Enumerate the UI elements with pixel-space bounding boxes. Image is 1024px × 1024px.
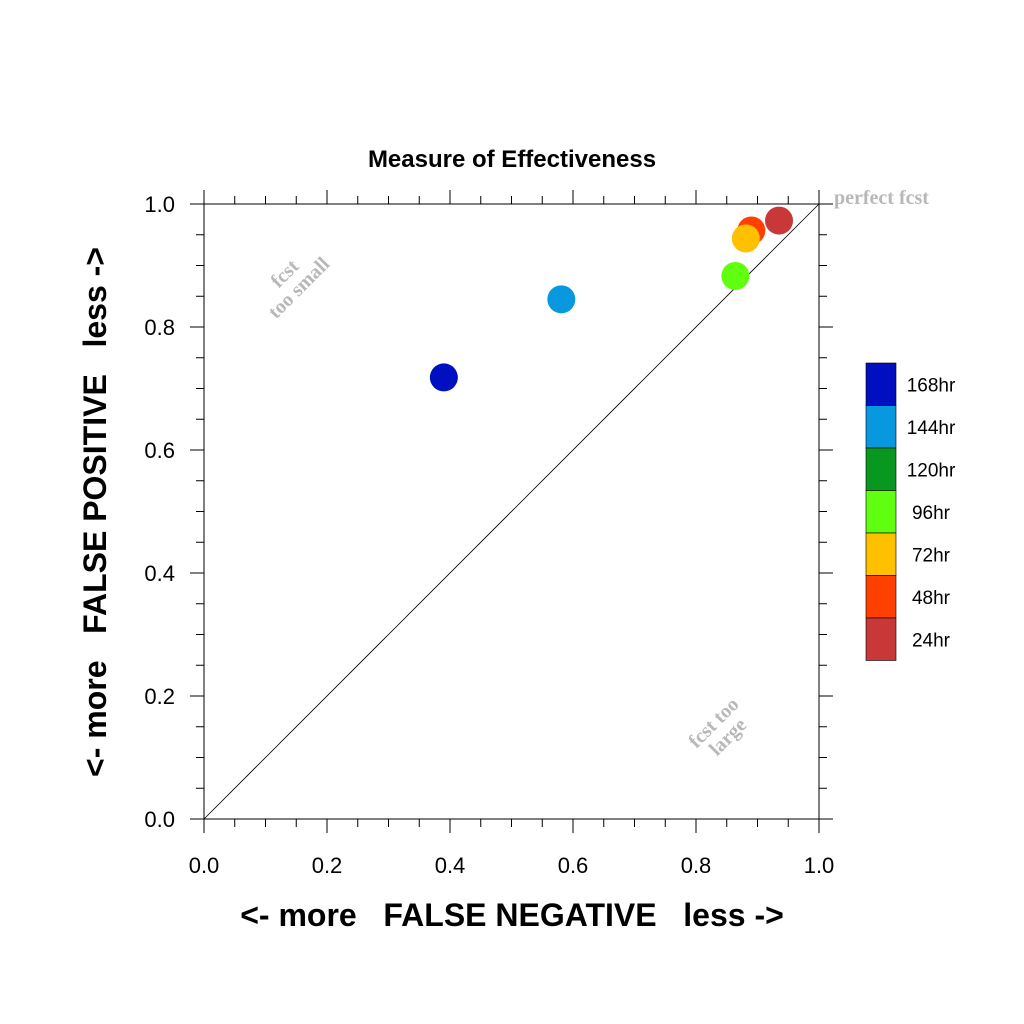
legend-label-24hr: 24hr [912, 630, 951, 651]
point-96hr [721, 261, 750, 290]
axis-ticks [190, 190, 833, 833]
legend-swatch-96hr [865, 490, 897, 534]
legend-swatch-72hr [865, 532, 897, 576]
y-tick-label: 1.0 [144, 192, 175, 217]
annotation-fcst-too-small: fcst too small [264, 253, 334, 323]
legend-swatch-48hr [865, 575, 897, 619]
y-tick-label: 0.6 [144, 438, 175, 463]
annotation-line: too small [264, 253, 334, 323]
legend-swatch-24hr [865, 617, 897, 661]
annotation-fcst-too-large: fcst too large [684, 693, 751, 760]
x-tick-labels: 0.0 0.2 0.4 0.6 0.8 1.0 [189, 853, 835, 878]
point-168hr [429, 363, 458, 392]
legend-swatch-168hr [865, 362, 897, 406]
y-tick-label: 0.0 [144, 807, 175, 832]
y-tick-labels: 0.0 0.2 0.4 0.6 0.8 1.0 [144, 192, 175, 832]
y-tick-label: 0.4 [144, 561, 175, 586]
legend-label-48hr: 48hr [912, 588, 951, 609]
x-axis-label: <- more FALSE NEGATIVE less -> [240, 897, 784, 933]
y-axis-label: <- more FALSE POSITIVE less -> [77, 247, 113, 777]
x-tick-label: 0.4 [435, 853, 466, 878]
x-tick-label: 0.8 [681, 853, 712, 878]
legend: 168hr 144hr 120hr 96hr 72hr 48hr 24hr [865, 362, 956, 661]
legend-swatch-144hr [865, 405, 897, 449]
diagonal-line [203, 203, 820, 820]
legend-swatch-120hr [865, 447, 897, 491]
annotation-perfect-fcst: perfect fcst [834, 187, 929, 209]
x-tick-label: 0.2 [312, 853, 343, 878]
legend-label-96hr: 96hr [912, 503, 951, 524]
x-tick-label: 0.0 [189, 853, 220, 878]
point-144hr [547, 285, 576, 314]
chart-title: Measure of Effectiveness [368, 146, 656, 173]
y-tick-label: 0.2 [144, 684, 175, 709]
y-tick-label: 0.8 [144, 315, 175, 340]
point-24hr [765, 206, 794, 235]
data-points [429, 206, 794, 392]
point-72hr [731, 224, 760, 253]
x-tick-label: 1.0 [804, 853, 835, 878]
legend-label-72hr: 72hr [912, 545, 951, 566]
legend-label-168hr: 168hr [907, 375, 956, 396]
legend-label-120hr: 120hr [907, 460, 956, 481]
x-tick-label: 0.6 [558, 853, 589, 878]
legend-label-144hr: 144hr [907, 418, 956, 439]
